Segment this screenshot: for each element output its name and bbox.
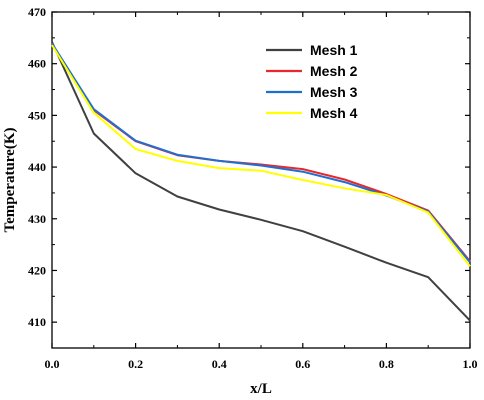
x-tick-label: 0.8: [379, 357, 394, 371]
x-tick-label: 0.4: [212, 357, 227, 371]
plot-frame: [51, 11, 471, 349]
x-tick-label: 0.0: [45, 357, 60, 371]
y-tick-label: 460: [28, 57, 46, 71]
y-tick-label: 410: [28, 315, 46, 329]
y-tick-label: 420: [28, 263, 46, 277]
y-tick-label: 440: [28, 160, 46, 174]
series-line-mesh-1: [51, 41, 471, 322]
y-axis-title: Temperature(K): [2, 128, 18, 233]
series-line-mesh-4: [51, 44, 471, 267]
legend-label: Mesh 2: [310, 63, 358, 79]
x-tick-label: 0.6: [295, 357, 310, 371]
y-ticks: 410 420 430 440 450 460 470: [28, 5, 470, 329]
legend-label: Mesh 3: [310, 84, 358, 100]
y-tick-label: 470: [28, 5, 46, 19]
x-ticks: 0.0 0.2 0.4 0.6 0.8 1.0: [45, 12, 478, 371]
x-tick-label: 1.0: [463, 357, 478, 371]
legend-label: Mesh 4: [310, 105, 358, 121]
series-lines: [51, 41, 471, 322]
legend-label: Mesh 1: [310, 42, 358, 58]
legend: Mesh 1 Mesh 2 Mesh 3 Mesh 4: [266, 42, 358, 121]
x-tick-label: 0.2: [128, 357, 143, 371]
x-axis-title: x/L: [250, 381, 272, 397]
y-tick-label: 430: [28, 212, 46, 226]
y-tick-label: 450: [28, 108, 46, 122]
